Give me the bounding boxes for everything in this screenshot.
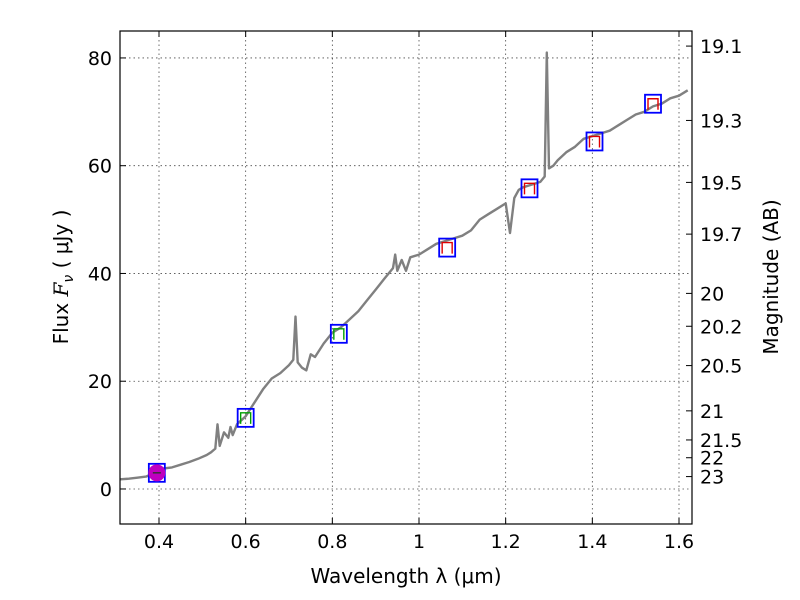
x-tick-label: 1.4 <box>577 531 607 553</box>
photometry-marker-filter <box>333 328 345 340</box>
y2-tick-label: 19.5 <box>700 172 742 194</box>
y2-tick-label: 21 <box>700 401 724 423</box>
y2-tick-label: 20.2 <box>700 316 742 338</box>
photometry-marker-box <box>438 237 457 258</box>
x-tick-label: 1 <box>413 531 425 553</box>
x-axis-label: Wavelength λ (μm) <box>310 564 501 588</box>
x-tick-label: 0.6 <box>231 531 261 553</box>
y2-tick-label: 20 <box>700 283 724 305</box>
series-layer <box>119 51 689 481</box>
y-tick-label: 60 <box>88 156 112 178</box>
y-axis-label-prefix: Flux <box>49 296 73 344</box>
spectrum-line <box>119 51 689 481</box>
y-tick-label: 0 <box>100 479 112 501</box>
y-axis-label: Flux Fν ( μJy ) <box>49 210 77 345</box>
y-axis-label-subscript: ν <box>61 275 77 283</box>
x-tick-label: 0.4 <box>144 531 174 553</box>
plot-frame <box>119 30 693 525</box>
photometry-marker-filter <box>588 135 601 148</box>
photometry-marker-box <box>520 178 539 199</box>
y2-tick-label: 22 <box>700 448 724 470</box>
grid-layer <box>120 31 692 524</box>
photometry-marker-box <box>644 93 662 114</box>
photometry-marker-box <box>329 323 348 344</box>
photometry-marker-box <box>236 407 255 428</box>
y-axis-label-suffix: ( μJy ) <box>49 210 73 275</box>
photometry-marker-box <box>585 131 604 152</box>
y2-tick-label: 19.1 <box>700 36 742 58</box>
marker-layer <box>147 93 662 483</box>
tick-layer: 0.4 0.6 0.8 1 1.2 1.4 1.6 0 20 40 60 80 19.1 19.3 19.5… <box>88 31 742 553</box>
x-tick-label: 1.6 <box>664 531 694 553</box>
photometry-marker-filter <box>441 241 453 254</box>
photometry-marker-filter <box>647 98 659 110</box>
y-tick-label: 80 <box>88 48 112 70</box>
y2-tick-label: 21.5 <box>700 430 742 452</box>
y2-tick-label: 20.5 <box>700 356 742 378</box>
y-tick-label: 40 <box>88 263 112 285</box>
y2-tick-label: 19.3 <box>700 110 742 132</box>
y2-tick-label: 19.7 <box>700 224 742 246</box>
y2-tick-label: 23 <box>700 467 724 489</box>
secondary-y-axis-label: Magnitude (AB) <box>759 199 783 354</box>
y-tick-label: 20 <box>88 371 112 393</box>
x-tick-label: 0.8 <box>317 531 347 553</box>
photometry-marker-filter <box>239 412 252 424</box>
x-tick-label: 1.2 <box>491 531 521 553</box>
y-axis-label-symbol: F <box>49 281 73 297</box>
photometry-marker-filter <box>523 182 536 195</box>
